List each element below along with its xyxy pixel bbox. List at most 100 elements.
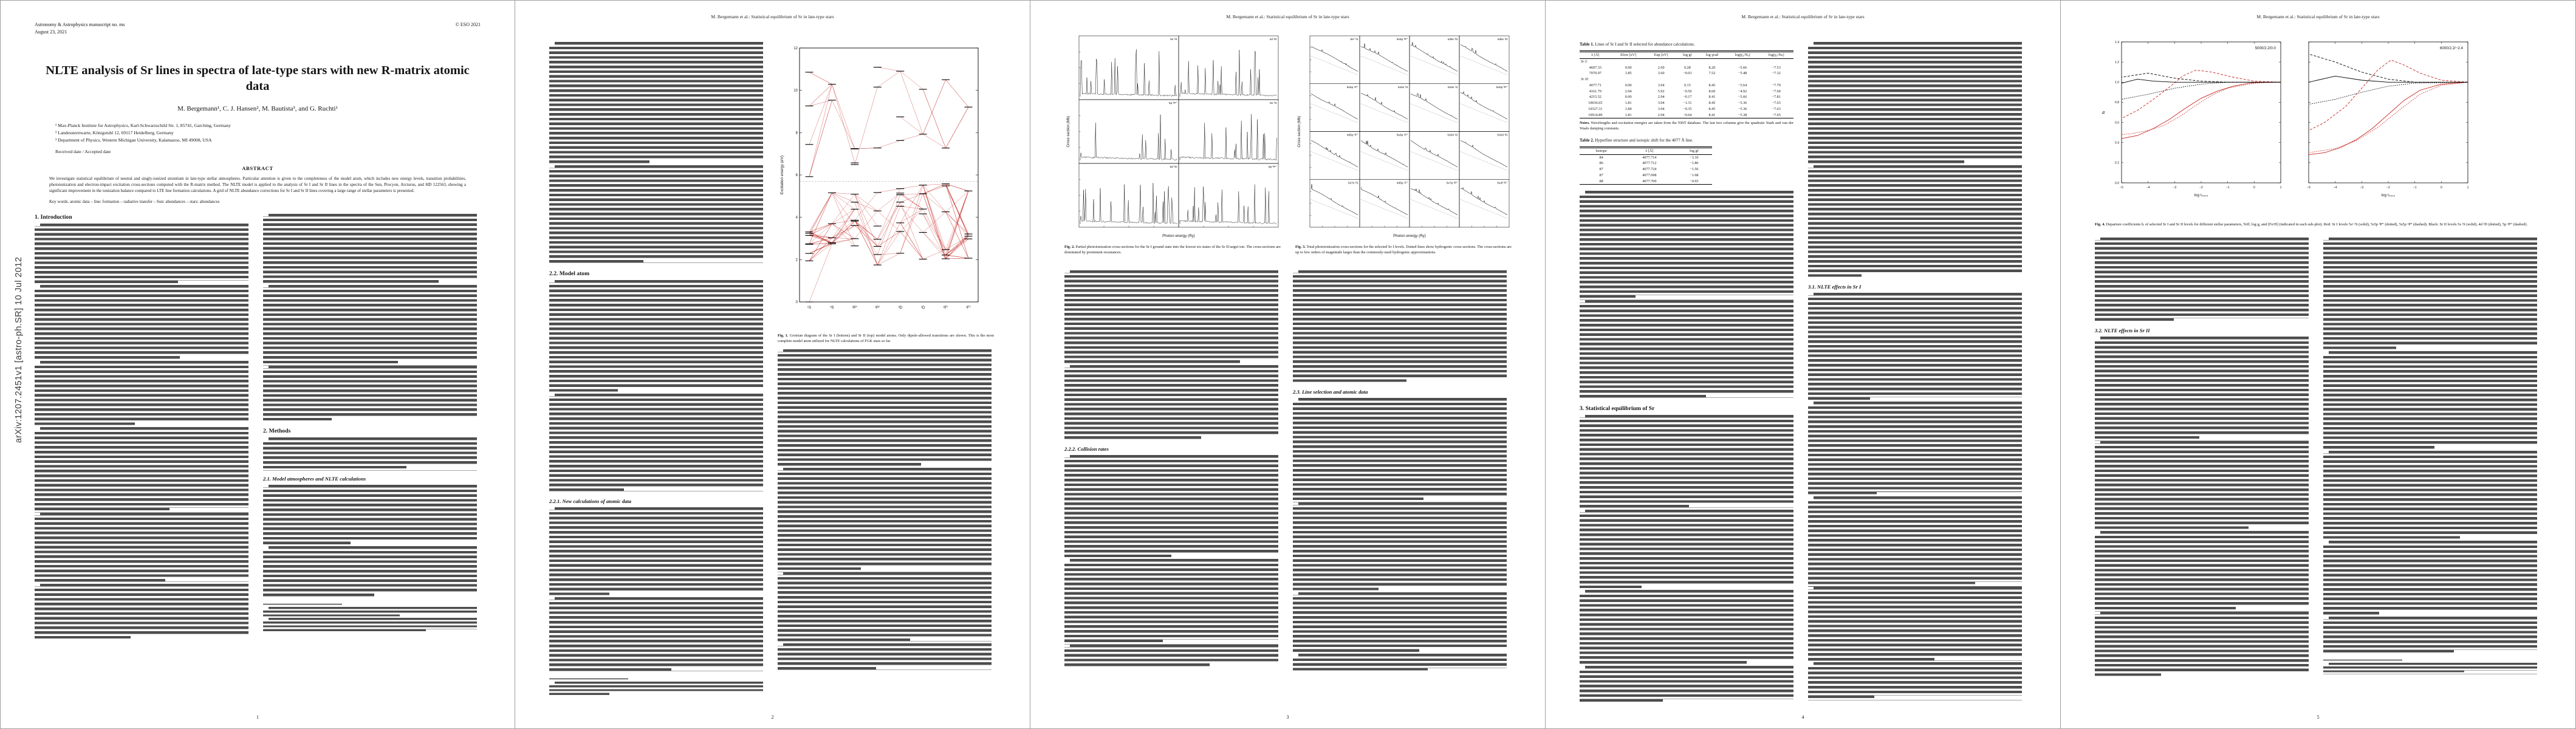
- svg-text:−5: −5: [2307, 186, 2311, 190]
- table-2: Isotope λ [Å] log gf 84 4077.714 −3.10 86 4077.…: [1580, 146, 1793, 185]
- body-text-paragraph: [1580, 191, 1793, 300]
- two-column-body: 2.2. Model atom 2.2.1. New calculations …: [549, 42, 996, 697]
- section-3-text: [1580, 414, 1793, 704]
- table-row: 4607.33 0.00 2.69 0.28 8.20 −5.66 −7.53: [1589, 65, 1781, 70]
- section-heading-3: 3. Statistical equilibrium of Sr: [1580, 405, 1655, 412]
- body-text-paragraph: [1064, 559, 1278, 645]
- notes-label: Notes.: [1580, 121, 1590, 126]
- svg-text:6: 6: [796, 174, 798, 177]
- column-header: λ [Å]: [1580, 51, 1611, 59]
- body-text: [1808, 42, 2022, 279]
- table-row: 4161.79 2.94 5.92 −0.50 8.60 −4.92 −7.60: [1589, 89, 1781, 94]
- table-row: 4077.71 0.00 3.04 0.15 8.45 −5.64 −7.79: [1589, 83, 1781, 87]
- svg-text:5s7p ³P°: 5s7p ³P°: [1447, 181, 1458, 185]
- page-number: 3: [1286, 714, 1289, 720]
- figure-2: 5s ²S 4d ²D 5p ²P° 6s ²S 5d ²D 6p ²P° Photon e…: [1064, 32, 1281, 261]
- svg-text:−2: −2: [2386, 186, 2390, 190]
- svg-text:1.2: 1.2: [2115, 61, 2119, 64]
- notes-text: Wavelengths and excitation energies are …: [1580, 121, 1793, 131]
- manuscript-info: Astronomy & Astrophysics manuscript no. …: [35, 21, 125, 35]
- body-text-paragraph: [1580, 414, 1793, 510]
- affiliation: ² Landessternwarte, Königstuhl 12, 69117…: [55, 130, 174, 136]
- figure-1-caption: Fig. 1. Grotrian diagram of the Sr I (bo…: [778, 334, 994, 344]
- svg-text:0: 0: [2253, 186, 2255, 190]
- svg-text:0.6: 0.6: [2115, 121, 2119, 125]
- body-text-paragraph: [549, 597, 763, 673]
- table-row: 10327.31 1.84 3.04 −0.35 8.45 −5.36 −7.63: [1588, 106, 1781, 111]
- subsection-3-2-text: [2095, 337, 2309, 678]
- subsubsection-heading-2-2-2: 2.2.2. Collision rates: [1064, 445, 1109, 452]
- svg-text:2: 2: [796, 258, 798, 262]
- svg-text:5s6p ¹P°: 5s6p ¹P°: [1397, 134, 1408, 137]
- table-row: 84 4077.714 −3.10: [1599, 155, 1699, 160]
- column-header: log gf: [1676, 51, 1698, 59]
- svg-text:5s6s ³S: 5s6s ³S: [1398, 86, 1408, 89]
- column-left: 2.2.2. Collision rates: [1064, 270, 1278, 673]
- svg-text:6s ²S: 6s ²S: [1270, 101, 1277, 105]
- body-text-paragraph: [2323, 351, 2537, 451]
- table-1-title: Table 1. Lines of Sr I and Sr II selecte…: [1580, 42, 1793, 48]
- column-right: [2323, 237, 2537, 678]
- page-3: M. Bergemann et al.: Statistical equilib…: [1030, 0, 1546, 729]
- body-text-paragraph: [2095, 611, 2309, 678]
- svg-text:³F°: ³F°: [943, 306, 948, 310]
- svg-text:−3: −3: [2360, 186, 2363, 190]
- table-row: 87 4077.724 −1.56: [1599, 167, 1699, 172]
- body-text: [1580, 191, 1793, 400]
- svg-text:¹P°: ¹P°: [875, 306, 880, 310]
- svg-text:6p ²P°: 6p ²P°: [1269, 165, 1277, 169]
- body-text-paragraph: [263, 606, 477, 618]
- table-row: 87 4077.698 −1.68: [1599, 173, 1699, 177]
- body-text-paragraph: [35, 427, 248, 513]
- svg-text:−1: −1: [2226, 186, 2230, 190]
- column-header: Elow [eV]: [1611, 51, 1646, 59]
- svg-text:³D: ³D: [898, 306, 902, 310]
- body-text-paragraph: [2323, 450, 2537, 541]
- svg-text:5s5d ¹D: 5s5d ¹D: [1447, 134, 1458, 137]
- svg-text:1.0: 1.0: [2115, 81, 2119, 84]
- svg-text:5000/2.2/0.0: 5000/2.2/0.0: [2255, 46, 2276, 50]
- running-head: M. Bergemann et al.: Statistical equilib…: [1226, 14, 1349, 19]
- table-title-text: Lines of Sr I and Sr II selected for abu…: [1595, 42, 1695, 47]
- body-text-paragraph: [1293, 398, 1507, 502]
- fig3-total-photoionization-grid: 5s² ¹S 5s5p ³P° 4d5s ³D 4d5s ¹D 5s5p ¹P° 5s6s…: [1297, 35, 1510, 238]
- figure-4: −5 −4 −3 −2 −1 0 1 0.0 0.2 0.4 0.6 0.8 1.0 1.2 1.4 5000…: [2095, 32, 2541, 228]
- figure-caption-text: Total photoionization cross-sections for…: [1295, 245, 1512, 255]
- svg-text:Photon energy (Ry): Photon energy (Ry): [1393, 234, 1426, 238]
- two-column-body: Table 1. Lines of Sr I and Sr II selecte…: [1580, 42, 2026, 704]
- body-text-paragraph: [778, 467, 992, 572]
- body-text-paragraph: [263, 484, 477, 547]
- two-column-body: 3.2. NLTE effects in Sr II: [2095, 237, 2541, 678]
- author-list: M. Bergemann¹, C. J. Hansen², M. Bautist…: [177, 105, 338, 113]
- body-text-paragraph: [1808, 662, 2022, 700]
- column-header: λ [Å]: [1623, 147, 1676, 155]
- svg-text:8: 8: [796, 131, 798, 135]
- affiliation: ¹ Max-Planck Institute for Astrophysics,…: [55, 123, 231, 129]
- svg-text:−2: −2: [2199, 186, 2203, 190]
- column-left: Table 1. Lines of Sr I and Sr II selecte…: [1580, 42, 1793, 704]
- body-text-paragraph: [2323, 541, 2537, 617]
- fig4-departure-coefficients-plot: −5 −4 −3 −2 −1 0 1 0.0 0.2 0.4 0.6 0.8 1.0 1.2 1.4 5000…: [2102, 41, 2469, 197]
- figure-label: Fig. 2.: [1064, 245, 1075, 249]
- svg-text:−3: −3: [2173, 186, 2176, 190]
- body-text-paragraph: [1293, 270, 1507, 385]
- subsection-heading-2-2: 2.2. Model atom: [549, 270, 590, 277]
- body-text-paragraph: [778, 349, 992, 468]
- table-row: 86 4077.712 −1.86: [1599, 161, 1699, 166]
- running-head: M. Bergemann et al.: Statistical equilib…: [1741, 14, 1865, 19]
- figure-caption-text: Departure coefficients bᵢ of selected Sr…: [2106, 222, 2528, 227]
- table-row: 10036.65 1.81 3.04 −1.31 8.45 −5.36 −7.63: [1588, 101, 1781, 106]
- table-2-title: Table 2. Hyperfine structure and isotopi…: [1580, 138, 1793, 144]
- running-head: M. Bergemann et al.: Statistical equilib…: [711, 14, 834, 19]
- keywords-line: Key words. atomic data – line: formation…: [49, 199, 220, 204]
- body-text-paragraph: [1580, 299, 1793, 400]
- body-text-paragraph: [2323, 237, 2537, 352]
- svg-text:³S: ³S: [830, 306, 834, 310]
- body-text-paragraph: [2095, 531, 2309, 612]
- page-number: 1: [256, 714, 259, 720]
- two-column-body: 1. Introduction 2. Methods 2.1. Model at…: [35, 213, 481, 641]
- table-row: 7070.07 1.85 3.60 −0.03 7.52 −5.48 −7.32: [1589, 71, 1781, 76]
- svg-text:5s ²S: 5s ²S: [1170, 38, 1177, 41]
- body-text-paragraph: [1808, 402, 2022, 497]
